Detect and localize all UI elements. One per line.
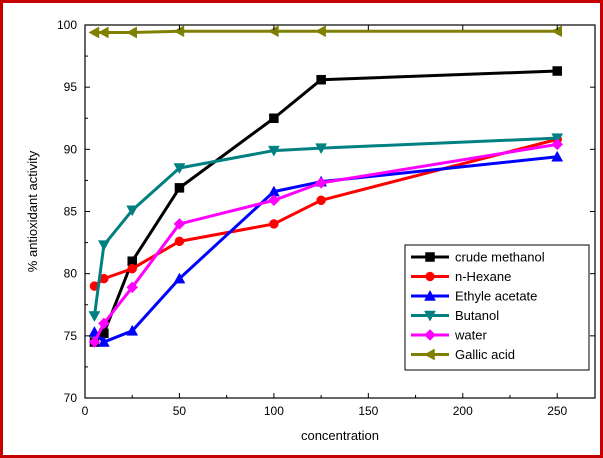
data-point [269,219,279,229]
legend-box [404,244,590,371]
data-point [268,194,280,207]
legend-swatch-marker [425,271,435,282]
data-point [173,218,186,230]
data-point [97,240,110,252]
y-tick-label: 80 [64,267,78,281]
data-point [126,281,139,294]
legend-label: crude methanol [455,250,545,265]
data-point [551,150,564,162]
y-tick-label: 75 [64,329,78,343]
x-tick-label: 200 [453,404,473,418]
data-point [127,263,137,274]
data-point [97,26,109,39]
data-point [316,74,326,85]
legend-item: Ethyle acetate [411,289,537,304]
y-axis-title: % antioxidant activity [25,150,40,272]
data-point [315,177,327,189]
x-axis-title: concentration [301,428,379,443]
legend-label: n-Hexane [455,269,511,284]
data-point [174,236,185,247]
legend-swatch-marker [424,329,436,341]
legend: crude methanol n-Hexane Ethyle acetate Buta… [404,244,590,371]
data-point [88,311,101,322]
legend-label: water [454,328,487,343]
data-point [174,183,185,193]
legend-label: Gallic acid [455,347,515,362]
data-point [126,324,139,336]
legend-item: Gallic acid [411,347,515,362]
data-point [315,25,326,38]
legend-swatch-marker [425,252,435,262]
legend-item: water [411,328,487,343]
series-water [88,138,564,348]
x-tick-label: 150 [358,404,378,418]
y-tick-label: 100 [57,18,77,32]
y-tick-label: 70 [64,391,78,405]
legend-label: Ethyle acetate [455,289,537,304]
data-point [316,195,326,206]
legend-swatch-marker [424,310,436,322]
x-tick-label: 50 [173,404,187,418]
legend-swatch-marker [424,289,436,301]
y-tick-label: 95 [64,80,78,94]
data-point [126,205,139,217]
data-point [552,66,562,76]
data-point [126,26,137,39]
data-point [269,113,279,123]
x-tick-label: 250 [547,404,567,418]
data-point [88,26,100,39]
data-point [315,143,328,155]
x-tick-label: 0 [82,404,89,418]
legend-label: Butanol [455,308,499,323]
series-gallic-acid [88,25,562,39]
ticks-layer: 0 50 100 150 200 250 70 75 80 85 90 95 100 [57,18,595,418]
x-tick-label: 100 [264,404,284,418]
series-layer [88,25,564,348]
legend-item: Butanol [411,308,499,323]
data-point [97,336,110,347]
line-chart: 0 50 100 150 200 250 70 75 80 85 90 95 100 % antioxi… [25,18,596,443]
legend-item: n-Hexane [411,269,511,284]
data-point [267,145,280,157]
data-point [173,272,186,284]
data-point [98,317,110,330]
data-point [173,163,186,175]
legend-swatch-marker [423,348,435,361]
y-tick-label: 90 [64,142,78,156]
data-point [88,336,101,348]
data-point [551,138,564,151]
legend-item: crude methanol [411,250,545,265]
y-tick-label: 85 [64,205,78,219]
